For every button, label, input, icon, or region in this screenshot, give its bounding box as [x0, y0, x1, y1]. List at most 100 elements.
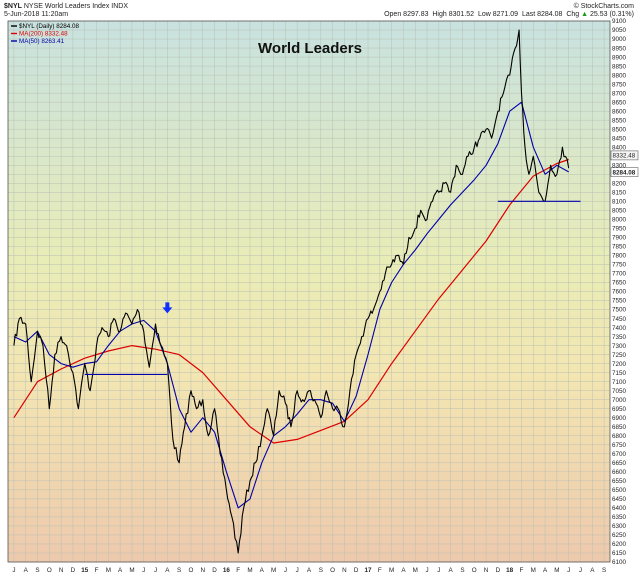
high-value: 8301.52 [448, 11, 475, 18]
y-tick-label: 7300 [612, 343, 627, 350]
x-tick-label: J [567, 567, 570, 574]
x-tick-label: A [307, 567, 312, 574]
y-tick-label: 6850 [612, 424, 627, 431]
y-tick-label: 8550 [612, 117, 627, 124]
y-tick-label: 8200 [612, 181, 627, 188]
x-tick-label: O [47, 567, 52, 574]
x-tick-label: D [354, 567, 359, 574]
y-tick-label: 6350 [612, 514, 627, 521]
y-tick-label: 7600 [612, 289, 627, 296]
down-arrow-icon [162, 302, 173, 314]
y-tick-label: 7550 [612, 298, 627, 305]
y-tick-label: 7200 [612, 361, 627, 368]
y-tick-label: 8000 [612, 217, 627, 224]
x-tick-label: J [142, 567, 145, 574]
last-value: 8284.08 [537, 11, 563, 18]
y-tick-label: 6550 [612, 478, 627, 485]
x-tick-label: F [236, 567, 240, 574]
y-tick-label: 7750 [612, 262, 627, 269]
y-tick-label: 7800 [612, 253, 627, 260]
x-tick-label: A [260, 567, 265, 574]
ohlc-readout: Open 8297.83 High 8301.52 Low 8271.09 La… [384, 11, 634, 18]
y-tick-label: 8600 [612, 108, 627, 115]
x-tick-label: N [484, 567, 489, 574]
x-tick-label: 16 [223, 567, 231, 574]
last-value-box [610, 150, 639, 161]
y-tick-label: 6300 [612, 523, 627, 530]
x-tick-label: S [602, 567, 606, 574]
y-tick-label: 7350 [612, 334, 627, 341]
y-tick-label: 9100 [612, 18, 627, 25]
y-tick-label: 8950 [612, 45, 627, 52]
x-tick-label: J [284, 567, 287, 574]
x-tick-label: J [154, 567, 157, 574]
y-tick-label: 6450 [612, 496, 627, 503]
y-tick-label: 6800 [612, 433, 627, 440]
y-tick-label: 9050 [612, 27, 627, 34]
x-tick-label: M [129, 567, 134, 574]
low-value: 8271.09 [492, 11, 519, 18]
ma50-series-line [13, 101, 569, 509]
y-tick-label: 8800 [612, 72, 627, 79]
x-tick-label: A [118, 567, 123, 574]
y-tick-label: 6150 [612, 550, 627, 557]
last-label: Last [521, 11, 536, 18]
y-tick-label: 7000 [612, 397, 627, 404]
plot-border [7, 20, 611, 563]
last-value-label: 8332.48 [613, 153, 636, 160]
x-tick-label: D [212, 567, 217, 574]
chart-header-left: $NYL NYSE World Leaders Index INDX [4, 3, 128, 10]
y-tick-label: 7900 [612, 235, 627, 242]
y-tick-label: 6500 [612, 487, 627, 494]
y-tick-label: 7050 [612, 388, 627, 395]
index-name: NYSE World Leaders Index INDX [23, 3, 128, 10]
y-tick-label: 7850 [612, 244, 627, 251]
y-tick-label: 7650 [612, 280, 627, 287]
y-tick-label: 8400 [612, 144, 627, 151]
x-tick-label: D [496, 567, 501, 574]
open-label: Open [384, 11, 402, 18]
x-tick-label: 17 [365, 567, 373, 574]
x-tick-label: N [59, 567, 64, 574]
y-tick-label: 7950 [612, 226, 627, 233]
x-tick-label: S [319, 567, 323, 574]
x-tick-label: J [437, 567, 440, 574]
x-tick-label: A [543, 567, 548, 574]
x-tick-label: A [24, 567, 29, 574]
y-tick-label: 6650 [612, 460, 627, 467]
y-tick-label: 8700 [612, 90, 627, 97]
y-tick-label: 8300 [612, 162, 627, 169]
y-tick-label: 6400 [612, 505, 627, 512]
x-tick-label: J [425, 567, 428, 574]
x-tick-label: J [579, 567, 582, 574]
y-tick-label: 7400 [612, 325, 627, 332]
x-tick-label: F [378, 567, 382, 574]
chart-title: World Leaders [258, 40, 362, 57]
y-tick-label: 7500 [612, 307, 627, 314]
y-tick-label: 9000 [612, 36, 627, 43]
x-tick-label: S [460, 567, 464, 574]
y-tick-label: 8850 [612, 63, 627, 70]
y-tick-label: 8150 [612, 190, 627, 197]
ma200-series-line [13, 158, 569, 444]
low-label: Low [477, 11, 491, 18]
annotations [84, 200, 581, 376]
brand-label: © StockCharts.com [573, 3, 634, 10]
x-tick-label: A [401, 567, 406, 574]
y-tick-label: 8500 [612, 126, 627, 133]
y-tick-label: 6750 [612, 442, 627, 449]
price-series-line [13, 29, 570, 554]
x-tick-label: M [413, 567, 418, 574]
high-label: High [432, 11, 447, 18]
y-tick-label: 8050 [612, 208, 627, 215]
y-tick-label: 8650 [612, 99, 627, 106]
x-tick-label: 15 [81, 567, 89, 574]
x-tick-label: N [342, 567, 347, 574]
chg-label: Chg [566, 11, 580, 18]
x-tick-label: M [531, 567, 536, 574]
x-tick-label: O [472, 567, 477, 574]
open-value: 8297.83 [403, 11, 429, 18]
y-tick-label: 7700 [612, 271, 627, 278]
